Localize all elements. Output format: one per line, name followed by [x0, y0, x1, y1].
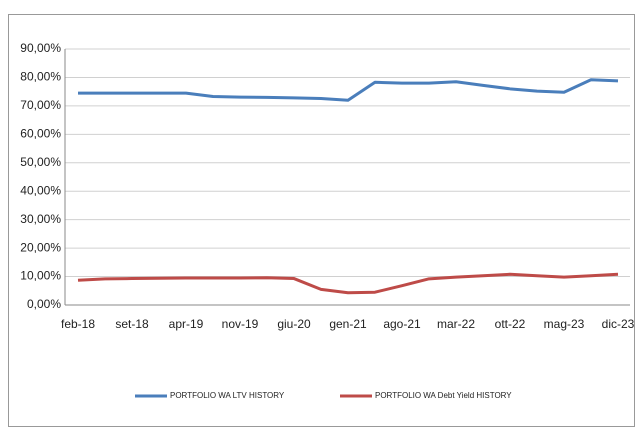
y-tick-label: 0,00% — [27, 297, 61, 311]
x-tick-label: gen-21 — [329, 317, 367, 331]
x-tick-label: dic-23 — [602, 317, 635, 331]
x-tick-label: apr-19 — [169, 317, 204, 331]
y-tick-label: 50,00% — [20, 155, 61, 169]
y-tick-label: 20,00% — [20, 240, 61, 254]
legend-label: PORTFOLIO WA Debt Yield HISTORY — [375, 391, 512, 400]
x-tick-label: nov-19 — [222, 317, 259, 331]
x-tick-label: feb-18 — [61, 317, 95, 331]
y-tick-label: 10,00% — [20, 269, 61, 283]
series-line — [78, 78, 619, 102]
y-tick-label: 40,00% — [20, 183, 61, 197]
y-tick-label: 70,00% — [20, 98, 61, 112]
x-tick-label: mar-22 — [437, 317, 475, 331]
x-tick-label: giu-20 — [277, 317, 311, 331]
y-tick-label: 80,00% — [20, 70, 61, 84]
x-tick-label: mag-23 — [544, 317, 585, 331]
y-tick-label: 60,00% — [20, 127, 61, 141]
x-tick-label: ago-21 — [383, 317, 421, 331]
series-line — [77, 272, 619, 295]
x-tick-label: set-18 — [115, 317, 149, 331]
y-tick-label: 30,00% — [20, 212, 61, 226]
x-tick-label: ott-22 — [495, 317, 526, 331]
legend-label: PORTFOLIO WA LTV HISTORY — [170, 391, 285, 400]
chart-border — [8, 14, 635, 427]
y-tick-label: 90,00% — [20, 41, 61, 55]
